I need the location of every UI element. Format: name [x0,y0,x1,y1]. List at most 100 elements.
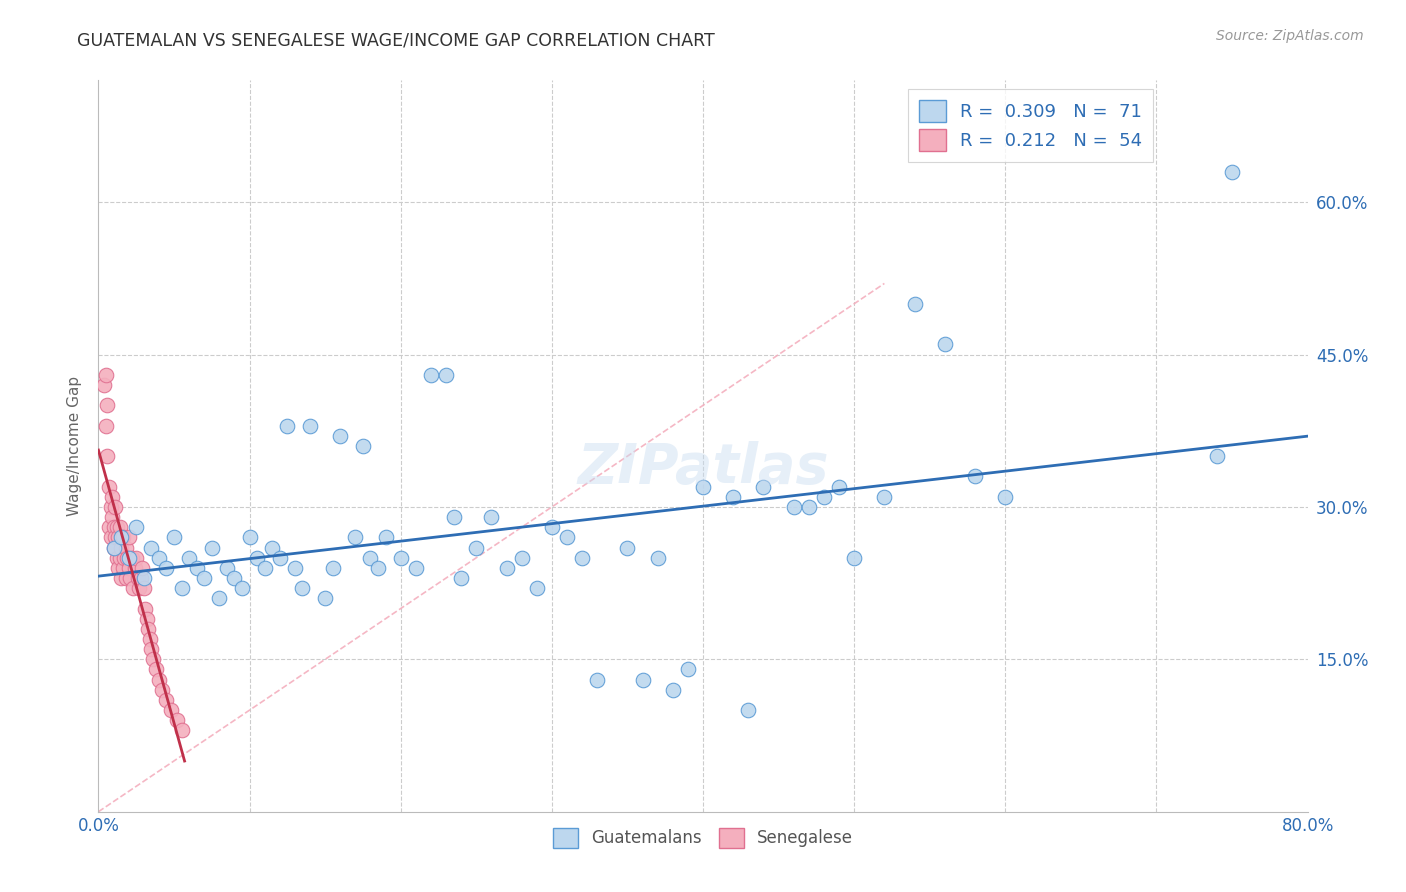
Point [118,561,141,575]
Point [647,550,669,565]
Point [1206,449,1229,463]
Point [389,550,412,565]
Point [163,530,186,544]
Point [155,561,177,575]
Point [239,530,262,544]
Point [344,530,367,544]
Point [329,429,352,443]
Point [141,541,163,555]
Point [797,500,820,514]
Point [127,571,149,585]
Point [107,530,129,544]
Point [450,571,472,585]
Point [1220,164,1243,178]
Point [93,378,115,392]
Point [873,490,896,504]
Point [103,541,125,555]
Point [103,541,125,555]
Point [101,510,124,524]
Point [374,530,396,544]
Point [443,510,465,524]
Point [132,571,155,585]
Point [105,520,128,534]
Point [284,561,307,575]
Point [253,561,276,575]
Point [142,652,165,666]
Point [844,550,866,565]
Point [136,622,159,636]
Point [269,550,291,565]
Point [121,550,143,565]
Text: Source: ZipAtlas.com: Source: ZipAtlas.com [1216,29,1364,43]
Point [100,500,122,514]
Point [135,612,157,626]
Point [965,469,987,483]
Point [676,663,699,677]
Point [94,368,117,382]
Point [571,550,593,565]
Point [155,693,177,707]
Point [540,520,562,534]
Point [96,398,118,412]
Point [111,561,134,575]
Point [495,561,517,575]
Point [94,418,117,433]
Point [107,561,129,575]
Point [692,480,714,494]
Point [118,530,141,544]
Point [170,723,193,738]
Point [104,530,127,544]
Point [111,530,134,544]
Point [139,632,162,646]
Point [160,703,183,717]
Point [103,520,125,534]
Point [631,673,654,687]
Point [186,561,208,575]
Point [299,418,322,433]
Point [114,541,136,555]
Point [145,663,167,677]
Point [828,480,851,494]
Point [115,550,138,565]
Point [291,581,314,595]
Point [661,682,683,697]
Point [434,368,457,382]
Point [752,480,775,494]
Point [208,591,231,606]
Point [246,550,269,565]
Point [104,500,127,514]
Point [904,297,927,311]
Point [128,581,150,595]
Point [148,673,170,687]
Point [134,601,156,615]
Point [405,561,427,575]
Point [262,541,284,555]
Point [813,490,835,504]
Legend: Guatemalans, Senegalese: Guatemalans, Senegalese [547,821,859,855]
Point [360,550,382,565]
Point [193,571,215,585]
Point [526,581,548,595]
Point [122,581,145,595]
Point [150,682,173,697]
Point [420,368,443,382]
Point [179,550,201,565]
Point [555,530,578,544]
Point [105,550,128,565]
Point [118,550,141,565]
Point [110,530,132,544]
Point [465,541,488,555]
Text: GUATEMALAN VS SENEGALESE WAGE/INCOME GAP CORRELATION CHART: GUATEMALAN VS SENEGALESE WAGE/INCOME GAP… [77,31,716,49]
Point [201,541,224,555]
Point [166,714,188,728]
Point [141,642,163,657]
Point [132,581,155,595]
Point [131,561,153,575]
Point [125,550,148,565]
Point [170,581,193,595]
Point [120,571,142,585]
Point [215,561,238,575]
Point [110,541,132,555]
Point [114,571,136,585]
Point [322,561,344,575]
